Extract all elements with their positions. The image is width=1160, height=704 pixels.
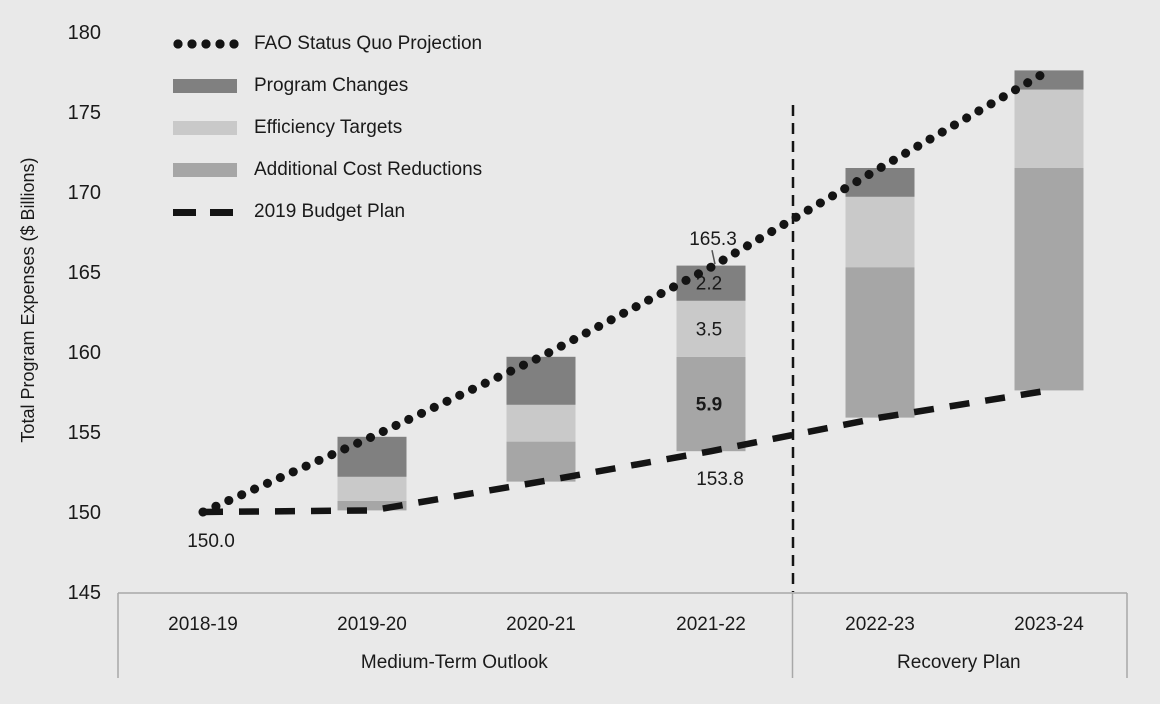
- y-tick-label-155: 155: [68, 422, 101, 444]
- fao-top-value-label: 165.3: [689, 229, 737, 250]
- x-tick-label-2018-19: 2018-19: [168, 614, 238, 635]
- y-tick-label-165: 165: [68, 262, 101, 284]
- bar-segment-efficiency-targets-2020-21: [506, 404, 576, 442]
- legend-label: Program Changes: [254, 75, 409, 96]
- y-tick-label-170: 170: [68, 182, 101, 204]
- bar-segment-additional-cost-reductions-2022-23: [845, 267, 915, 418]
- bar-segment-program-changes-2023-24: [1014, 70, 1084, 90]
- label-leader-line: [711, 250, 716, 265]
- legend-item-efficiency-targets: Efficiency Targets: [173, 107, 482, 149]
- additional-cost-reductions-swatch-icon: [173, 163, 237, 177]
- segment-value-label-additional-cost-reductions: 5.9: [696, 395, 722, 416]
- bar-segment-efficiency-targets-2023-24: [1014, 89, 1084, 168]
- legend-item-additional-cost-reductions: Additional Cost Reductions: [173, 149, 482, 191]
- legend-label: Additional Cost Reductions: [254, 159, 483, 180]
- y-tick-label-150: 150: [68, 502, 101, 524]
- bar-segment-program-changes-2019-20: [337, 436, 407, 477]
- x-tick-label-2022-23: 2022-23: [845, 614, 915, 635]
- y-tick-label-180: 180: [68, 22, 101, 44]
- y-tick-label-175: 175: [68, 102, 101, 124]
- start-value-label: 150.0: [187, 531, 235, 552]
- x-group-label-recovery-plan: Recovery Plan: [897, 652, 1021, 673]
- bar-segment-efficiency-targets-2022-23: [845, 196, 915, 268]
- x-tick-label-2020-21: 2020-21: [506, 614, 576, 635]
- fao-projection-line: [198, 65, 1054, 517]
- budget-bottom-value-label: 153.8: [696, 469, 744, 490]
- y-axis-title: Total Program Expenses ($ Billions): [18, 157, 38, 442]
- segment-value-label-program-changes: 2.2: [696, 274, 722, 295]
- efficiency-targets-swatch-icon: [173, 121, 237, 135]
- legend: FAO Status Quo Projection Program Change…: [173, 23, 482, 233]
- y-tick-label-160: 160: [68, 342, 101, 364]
- legend-label: 2019 Budget Plan: [254, 201, 406, 222]
- legend-item-2019-budget-plan: 2019 Budget Plan: [173, 191, 482, 233]
- legend-item-fao-status-quo-projection: FAO Status Quo Projection: [173, 23, 482, 65]
- legend-item-program-changes: Program Changes: [173, 65, 482, 107]
- dotted-line-swatch-icon: [173, 39, 243, 49]
- dashed-line-swatch-icon: [173, 208, 237, 216]
- x-group-label-medium-term-outlook: Medium-Term Outlook: [361, 652, 548, 673]
- program-changes-swatch-icon: [173, 79, 237, 93]
- bar-segment-program-changes-2020-21: [506, 356, 576, 405]
- bar-segment-additional-cost-reductions-2021-22: [676, 356, 746, 452]
- legend-label: FAO Status Quo Projection: [254, 33, 483, 54]
- bar-segment-efficiency-targets-2021-22: [676, 300, 746, 357]
- bar-segment-efficiency-targets-2019-20: [337, 476, 407, 501]
- x-tick-label-2019-20: 2019-20: [337, 614, 407, 635]
- segment-value-label-efficiency-targets: 3.5: [696, 319, 722, 340]
- x-tick-label-2023-24: 2023-24: [1014, 614, 1084, 635]
- bar-segment-additional-cost-reductions-2023-24: [1014, 168, 1084, 391]
- bar-segment-additional-cost-reductions-2019-20: [337, 500, 407, 511]
- legend-label: Efficiency Targets: [254, 117, 403, 138]
- x-tick-label-2021-22: 2021-22: [676, 614, 746, 635]
- y-tick-label-145: 145: [68, 582, 101, 604]
